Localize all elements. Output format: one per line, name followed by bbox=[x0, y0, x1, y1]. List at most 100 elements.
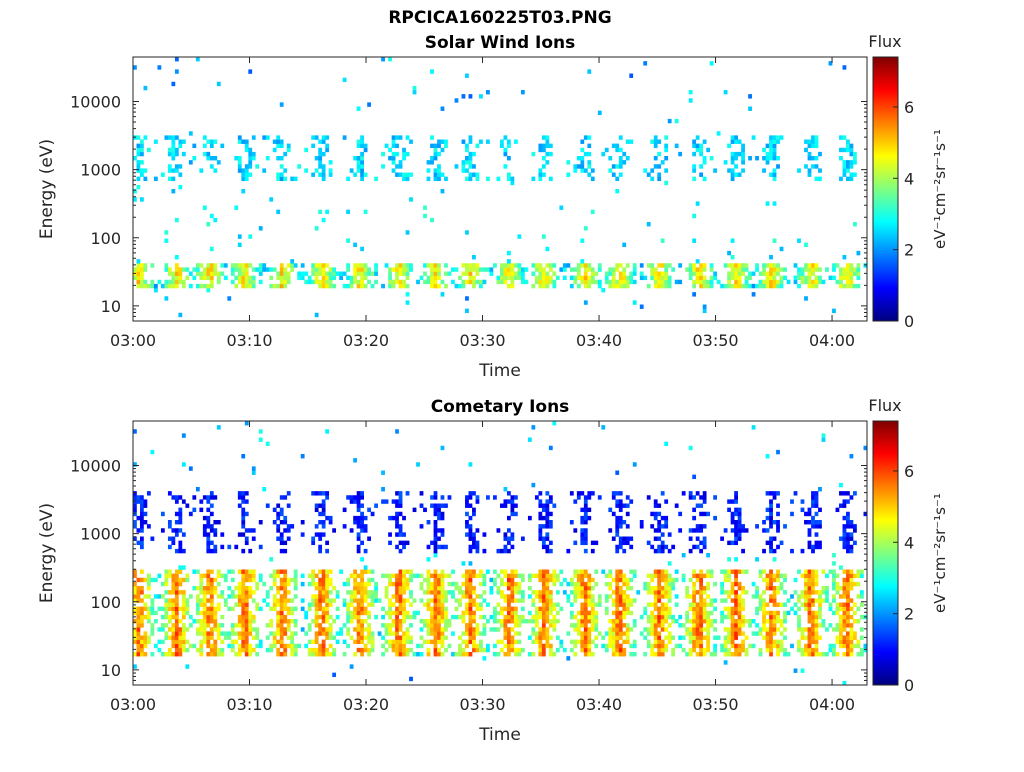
spectrogram-cell bbox=[206, 520, 211, 525]
spectrogram-cell bbox=[709, 263, 714, 268]
spectrogram-cell bbox=[730, 275, 735, 281]
colorbar-tick-label: 2 bbox=[904, 241, 914, 260]
spectrogram-cell bbox=[405, 300, 410, 305]
spectrogram-cell bbox=[150, 631, 155, 636]
spectrogram-cell bbox=[699, 647, 704, 653]
spectrogram-cell bbox=[727, 573, 731, 579]
spectrogram-cell bbox=[811, 610, 815, 616]
spectrogram-cell bbox=[468, 631, 473, 636]
spectrogram-cell bbox=[622, 540, 627, 546]
spectrogram-cell bbox=[842, 635, 847, 640]
spectrogram-cell bbox=[664, 619, 669, 624]
spectrogram-cell bbox=[650, 267, 655, 272]
spectrogram-cell bbox=[615, 499, 620, 504]
spectrogram-cell bbox=[590, 279, 595, 285]
spectrogram-cell bbox=[216, 520, 221, 525]
spectrogram-cell bbox=[255, 164, 260, 169]
spectrogram-cell bbox=[510, 627, 515, 632]
spectrogram-cell bbox=[849, 631, 854, 636]
spectrogram-cell bbox=[590, 627, 595, 632]
spectrogram-cell bbox=[671, 267, 676, 272]
spectrogram-cell bbox=[804, 643, 808, 649]
spectrogram-cell bbox=[772, 598, 777, 603]
spectrogram-cell bbox=[367, 639, 371, 645]
spectrogram-cell bbox=[283, 594, 288, 599]
spectrogram-cell bbox=[730, 635, 735, 640]
spectrogram-cell bbox=[856, 283, 861, 289]
spectrogram-cell bbox=[608, 631, 613, 636]
spectrogram-cell bbox=[199, 271, 204, 276]
spectrogram-cell bbox=[814, 511, 819, 517]
spectrogram-cell bbox=[489, 577, 494, 583]
spectrogram-cell bbox=[136, 267, 141, 272]
spectrogram-cell bbox=[632, 623, 637, 628]
spectrogram-cell bbox=[706, 553, 711, 558]
spectrogram-cell bbox=[202, 602, 207, 607]
spectrogram-cell bbox=[737, 619, 742, 624]
spectrogram-cell bbox=[391, 499, 396, 504]
spectrogram-cell bbox=[272, 139, 277, 144]
spectrogram-cell bbox=[465, 308, 469, 314]
spectrogram-cell bbox=[468, 515, 473, 521]
spectrogram-cell bbox=[447, 623, 452, 628]
spectrogram-cell bbox=[587, 507, 592, 513]
spectrogram-cell bbox=[133, 520, 137, 525]
spectrogram-cell bbox=[534, 495, 539, 500]
spectrogram-cell bbox=[807, 511, 812, 517]
spectrogram-cell bbox=[328, 627, 333, 632]
spectrogram-cell bbox=[576, 610, 581, 616]
spectrogram-cell bbox=[583, 643, 588, 649]
spectrogram-cell bbox=[622, 606, 627, 612]
spectrogram-cell bbox=[356, 524, 361, 529]
spectrogram-cell bbox=[437, 515, 441, 521]
spectrogram-cell bbox=[657, 577, 662, 583]
spectrogram-cell bbox=[367, 623, 371, 628]
spectrogram-cell bbox=[133, 586, 137, 591]
spectrogram-cell bbox=[262, 487, 267, 492]
spectrogram-cell bbox=[849, 639, 854, 645]
spectrogram-cell bbox=[702, 602, 707, 607]
spectrogram-cell bbox=[615, 573, 620, 579]
spectrogram-cell bbox=[227, 635, 232, 640]
spectrogram-cell bbox=[765, 647, 770, 653]
spectrogram-cell bbox=[842, 283, 847, 289]
spectrogram-cell bbox=[472, 275, 476, 281]
spectrogram-cell bbox=[171, 573, 176, 579]
spectrogram-cell bbox=[356, 106, 361, 111]
spectrogram-cell bbox=[216, 606, 221, 612]
spectrogram-cell bbox=[702, 635, 707, 640]
spectrogram-cell bbox=[618, 594, 623, 599]
spectrogram-cell bbox=[391, 279, 396, 285]
spectrogram-cell bbox=[139, 511, 144, 517]
spectrogram-cell bbox=[664, 263, 669, 268]
spectrogram-cell bbox=[737, 610, 742, 616]
spectrogram-cell bbox=[737, 606, 742, 612]
spectrogram-cell bbox=[363, 515, 368, 521]
spectrogram-cell bbox=[353, 614, 357, 620]
spectrogram-cell bbox=[604, 271, 609, 276]
spectrogram-cell bbox=[391, 151, 396, 157]
spectrogram-cell bbox=[615, 590, 620, 595]
spectrogram-cell bbox=[590, 610, 595, 616]
spectrogram-cell bbox=[398, 573, 403, 579]
spectrogram-cell bbox=[248, 234, 253, 239]
spectrogram-cell bbox=[625, 495, 630, 500]
spectrogram-cell bbox=[279, 577, 284, 583]
spectrogram-cell bbox=[395, 532, 399, 537]
spectrogram-cell bbox=[248, 147, 253, 153]
spectrogram-cell bbox=[779, 267, 784, 272]
spectrogram-cell bbox=[849, 532, 854, 537]
spectrogram-cell bbox=[779, 279, 784, 285]
spectrogram-cell bbox=[846, 515, 850, 521]
spectrogram-cell bbox=[622, 614, 627, 620]
spectrogram-cell bbox=[318, 520, 323, 525]
spectrogram-cell bbox=[765, 610, 770, 616]
spectrogram-cell bbox=[244, 143, 249, 149]
spectrogram-cell bbox=[388, 156, 392, 161]
spectrogram-cell bbox=[849, 151, 854, 157]
spectrogram-cell bbox=[839, 606, 843, 612]
spectrogram-cell bbox=[583, 610, 588, 616]
spectrogram-cell bbox=[783, 627, 787, 632]
spectrogram-cell bbox=[318, 147, 323, 153]
spectrogram-cell bbox=[468, 263, 473, 268]
